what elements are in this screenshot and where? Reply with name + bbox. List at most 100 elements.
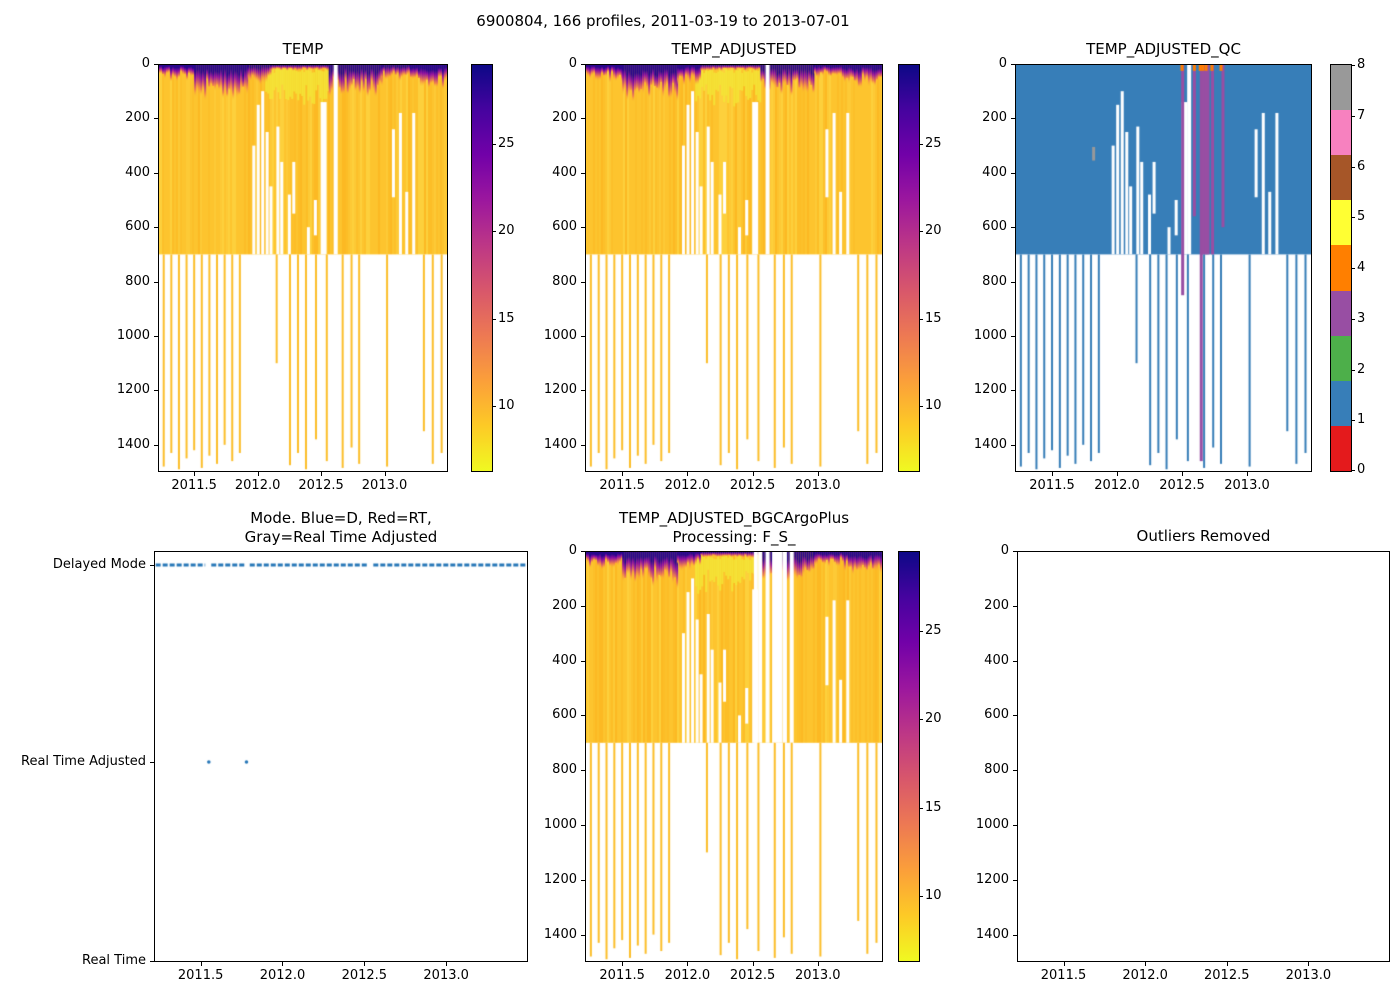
temp_adjusted-plot-canvas <box>585 64 883 472</box>
y-ticklabel: 400 <box>552 652 577 668</box>
x-tickmark <box>1052 472 1054 476</box>
y-tickmark <box>154 64 158 65</box>
x-tickmark <box>282 962 284 966</box>
x-tickmark <box>321 472 323 476</box>
y-ticklabel: 1000 <box>116 328 150 343</box>
colorbar-tickmark <box>1351 217 1355 219</box>
y-ticklabel: 1000 <box>973 328 1007 343</box>
y-ticklabel: 0 <box>568 543 577 558</box>
y-tickmark <box>1011 118 1015 120</box>
y-tickmark <box>1011 281 1015 283</box>
x-tickmark <box>1247 472 1248 476</box>
colorbar-tickmark <box>492 143 496 145</box>
y-ticklabel: 1400 <box>975 926 1009 942</box>
bgc-plot-canvas <box>585 551 883 962</box>
x-ticklabel: 2013.0 <box>795 968 841 983</box>
y-ticklabel: 1000 <box>543 328 577 343</box>
x-tickmark <box>1182 472 1184 476</box>
y-tickmark <box>150 762 154 763</box>
y-ticklabel-category: Real Time Adjusted <box>21 754 146 769</box>
x-ticklabel: 2011.5 <box>177 968 224 983</box>
colorbar-ticklabel: 0 <box>1357 462 1366 477</box>
colorbar-tickmark <box>492 231 496 233</box>
y-ticklabel: 1400 <box>543 436 577 452</box>
y-tickmark <box>581 281 585 283</box>
y-ticklabel: 1400 <box>973 436 1007 452</box>
x-ticklabel: 2012.0 <box>664 478 711 493</box>
colorbar-tickmark <box>919 143 923 145</box>
qc-colorband-4 <box>1331 245 1351 292</box>
y-ticklabel: 400 <box>982 164 1007 180</box>
x-ticklabel: 2012.5 <box>298 478 344 493</box>
x-tickmark <box>257 472 259 476</box>
y-ticklabel: 1200 <box>543 871 577 887</box>
y-tickmark <box>581 172 585 174</box>
y-ticklabel: 200 <box>982 110 1007 126</box>
y-tickmark <box>1013 825 1017 826</box>
y-tickmark <box>581 118 585 120</box>
y-tickmark <box>581 444 585 446</box>
y-ticklabel: 1200 <box>975 871 1009 887</box>
qc-colorband-6 <box>1331 155 1351 201</box>
y-tickmark <box>1011 390 1015 392</box>
x-tickmark <box>622 472 624 476</box>
temp_adjusted_qc-colorbar: 0 1 2 3 4 5 6 7 8 <box>1330 57 1365 477</box>
colorbar-tickmark <box>1351 470 1355 471</box>
y-tickmark <box>154 172 158 174</box>
colorbar-tickmark <box>1351 369 1355 371</box>
colorbar-ticklabel: 4 <box>1357 260 1366 275</box>
x-ticklabel: 2011.5 <box>1029 478 1075 493</box>
colorbar-ticklabel: 25 <box>925 623 942 639</box>
x-tickmark <box>200 962 202 966</box>
panel-title-mode: Mode. Blue=D, Red=RT, Gray=Real Time Adj… <box>154 509 528 547</box>
y-ticklabel: 800 <box>982 273 1007 289</box>
y-tickmark <box>581 336 585 337</box>
y-ticklabel: 1000 <box>543 817 577 832</box>
y-ticklabel: 1400 <box>116 436 150 452</box>
x-tickmark <box>1117 472 1119 476</box>
colorbar-ticklabel: 20 <box>498 223 515 239</box>
colorbar-tickmark <box>492 318 496 320</box>
y-tickmark <box>581 605 585 607</box>
y-tickmark <box>581 660 585 662</box>
y-tickmark <box>1011 336 1015 337</box>
x-ticklabel: 2013.0 <box>423 968 469 983</box>
y-ticklabel: 400 <box>984 652 1009 668</box>
colorbar-ticklabel: 2 <box>1357 361 1366 377</box>
x-tickmark <box>446 962 448 966</box>
qc-colorband-0 <box>1331 425 1351 472</box>
y-tickmark <box>1011 444 1015 446</box>
y-ticklabel: 0 <box>1000 543 1009 558</box>
qc-colorband-8 <box>1331 65 1351 111</box>
y-tickmark <box>154 444 158 446</box>
panel-title-bgc-line2: Processing: F_S_ <box>672 527 796 546</box>
y-ticklabel: 1200 <box>116 382 150 398</box>
x-ticklabel: 2012.0 <box>234 478 281 493</box>
y-ticklabel: 200 <box>984 597 1009 613</box>
y-ticklabel: 600 <box>552 707 577 723</box>
panel-temp-adjusted: TEMP_ADJUSTED 2011.5 2012.0 2012.5 2013.0 0 2… <box>544 40 883 493</box>
y-ticklabel: 400 <box>552 164 577 180</box>
y-ticklabel: 800 <box>125 273 150 289</box>
panel-title-bgc-line1: TEMP_ADJUSTED_BGCArgoPlus <box>618 509 850 527</box>
colorbar-tickmark <box>919 631 923 633</box>
x-ticklabel: 2011.5 <box>599 968 645 983</box>
colorbar-ticklabel: 1 <box>1357 412 1366 428</box>
x-ticklabel: 2013.0 <box>361 478 408 493</box>
y-ticklabel: 600 <box>552 219 577 235</box>
x-tickmark <box>817 962 819 966</box>
temp_adjusted-colorbar: 25 20 15 10 <box>898 64 942 472</box>
x-tickmark <box>1308 962 1310 966</box>
x-tickmark <box>384 472 386 476</box>
panel-title-temp-adjusted: TEMP_ADJUSTED <box>671 40 797 58</box>
y-ticklabel: 800 <box>552 273 577 289</box>
y-tickmark <box>154 336 158 337</box>
panel-title-temp-adjusted-qc: TEMP_ADJUSTED_QC <box>1086 40 1241 58</box>
colorbar-tickmark <box>919 719 923 721</box>
panel-title-outliers: Outliers Removed <box>1136 527 1271 545</box>
colorbar-tickmark <box>919 406 923 408</box>
y-tickmark <box>1011 172 1015 174</box>
colorbar-tickmark <box>919 231 923 233</box>
colorbar-ticklabel: 6 <box>1357 158 1366 174</box>
